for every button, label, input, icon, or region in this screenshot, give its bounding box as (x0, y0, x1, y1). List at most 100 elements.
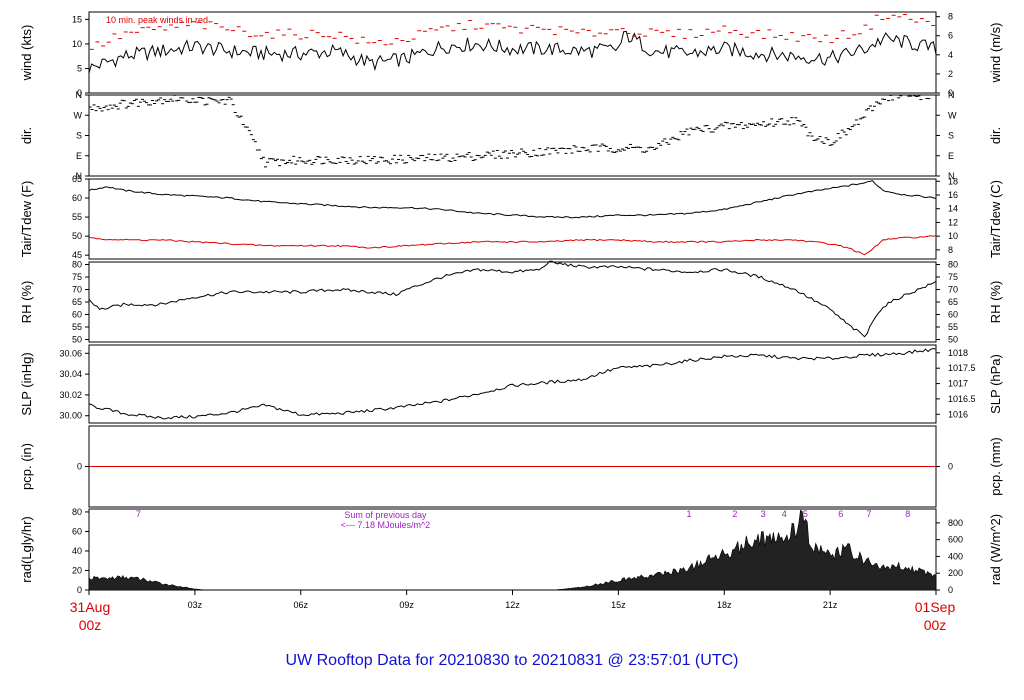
right-tick-label: S (948, 131, 954, 141)
left-tick-label: 10 (72, 39, 82, 49)
right-axis-label: pcp. (mm) (988, 437, 1003, 496)
x-tick-label: 15z (611, 600, 626, 610)
left-tick-label: 0 (77, 585, 82, 595)
series-rh-line (88, 260, 937, 338)
right-tick-label: 6 (948, 31, 953, 41)
left-tick-label: E (76, 151, 82, 161)
right-axis-label: rad (W/m^2) (988, 514, 1003, 585)
right-tick-label: 80 (948, 260, 958, 270)
left-tick-label: 60 (72, 526, 82, 536)
right-tick-label: 200 (948, 568, 963, 578)
left-tick-label: W (74, 110, 83, 120)
left-tick-label: 80 (72, 507, 82, 517)
start-date-label: 31Aug (70, 599, 110, 615)
right-tick-label: 8 (948, 245, 953, 255)
left-tick-label: 65 (72, 174, 82, 184)
right-axis-label: SLP (hPa) (988, 354, 1003, 414)
left-tick-label: 80 (72, 260, 82, 270)
left-tick-label: 75 (72, 272, 82, 282)
x-tick-label: 06z (293, 600, 308, 610)
left-axis-label: Tair/Tdew (F) (19, 181, 34, 258)
right-tick-label: 600 (948, 535, 963, 545)
left-tick-label: 0 (77, 462, 82, 472)
left-tick-label: 0 (77, 88, 82, 98)
right-tick-label: 0 (948, 585, 953, 595)
left-axis-label: dir. (19, 127, 34, 144)
left-tick-label: 60 (72, 310, 82, 320)
right-axis-label: dir. (988, 127, 1003, 144)
right-tick-label: 0 (948, 462, 953, 472)
left-tick-label: 30.06 (59, 348, 82, 358)
x-axis: 03z 06z 09z 12z 15z 18z 21z (88, 590, 937, 610)
right-tick-label: 12 (948, 217, 958, 227)
right-tick-label: N (948, 171, 955, 181)
right-tick-label: 1017 (948, 379, 968, 389)
radiation-sum-note: Sum of previous day (344, 510, 427, 520)
radiation-marker-label: 4 (782, 509, 787, 519)
chart-title: UW Rooftop Data for 20210830 to 20210831… (286, 652, 739, 669)
right-tick-label: 1016.5 (948, 394, 976, 404)
series-10-min-peak-group (89, 14, 936, 50)
left-axis-label: rad(Lgly/hr) (19, 516, 34, 582)
left-tick-label: 70 (72, 285, 82, 295)
left-tick-label: N (76, 90, 83, 100)
panel-frame (88, 178, 937, 260)
right-tick-label: 4 (948, 50, 953, 60)
left-tick-label: 55 (72, 322, 82, 332)
left-tick-label: N (76, 171, 83, 181)
panel-frame (88, 261, 937, 343)
right-tick-label: 75 (948, 272, 958, 282)
x-tick-label: 09z (399, 600, 414, 610)
x-tick-label: 21z (823, 600, 838, 610)
left-tick-label: 40 (72, 546, 82, 556)
panel-0: 0 5 10 15 0 2 4 6 8 wind (kts) wind (m/s) 10 min. p… (19, 11, 1003, 98)
left-tick-label: 60 (72, 193, 82, 203)
start-time-label: 00z (79, 617, 102, 633)
right-tick-label: 800 (948, 518, 963, 528)
left-tick-label: 55 (72, 212, 82, 222)
radiation-marker-label: 7 (866, 509, 871, 519)
right-tick-label: 0 (948, 88, 953, 98)
series-slp-line (88, 347, 937, 420)
end-time-label: 00z (924, 617, 947, 633)
panel-frame (88, 11, 937, 94)
left-tick-label: S (76, 131, 82, 141)
radiation-marker-label: 7 (136, 509, 141, 519)
right-tick-label: 10 (948, 231, 958, 241)
right-tick-label: 2 (948, 69, 953, 79)
x-tick-label: 03z (188, 600, 203, 610)
peak-wind-note: 10 min. peak winds in red (106, 15, 208, 25)
right-tick-label: 400 (948, 551, 963, 561)
panel-3: 50 55 60 65 70 75 80 50 55 60 65 70 75 80 RH (%) RH (%) (19, 260, 1003, 345)
series-tdew-line (88, 235, 937, 256)
right-tick-label: E (948, 151, 954, 161)
left-tick-label: 30.04 (59, 369, 82, 379)
x-tick-label: 18z (717, 600, 732, 610)
right-tick-label: W (948, 110, 957, 120)
radiation-marker-label: 1 (686, 509, 691, 519)
right-tick-label: 8 (948, 12, 953, 22)
right-tick-label: 65 (948, 297, 958, 307)
right-tick-label: 14 (948, 204, 958, 214)
radiation-marker-label: 5 (803, 509, 808, 519)
right-tick-label: 18 (948, 176, 958, 186)
left-tick-label: 30.00 (59, 411, 82, 421)
left-tick-label: 50 (72, 335, 82, 345)
right-axis-label: wind (m/s) (988, 23, 1003, 84)
left-axis-label: pcp. (in) (19, 443, 34, 490)
right-tick-label: 1018 (948, 348, 968, 358)
left-tick-label: 45 (72, 250, 82, 260)
panel-5: 0 0 pcp. (in) pcp. (mm) (19, 425, 1003, 508)
right-tick-label: N (948, 90, 955, 100)
right-tick-label: 1017.5 (948, 363, 976, 373)
series-tair-line (88, 180, 937, 219)
right-axis-label: RH (%) (988, 281, 1003, 324)
right-tick-label: 16 (948, 190, 958, 200)
radiation-marker-label: 8 (905, 509, 910, 519)
right-tick-label: 60 (948, 310, 958, 320)
left-axis-label: RH (%) (19, 281, 34, 324)
right-axis-label: Tair/Tdew (C) (988, 180, 1003, 258)
